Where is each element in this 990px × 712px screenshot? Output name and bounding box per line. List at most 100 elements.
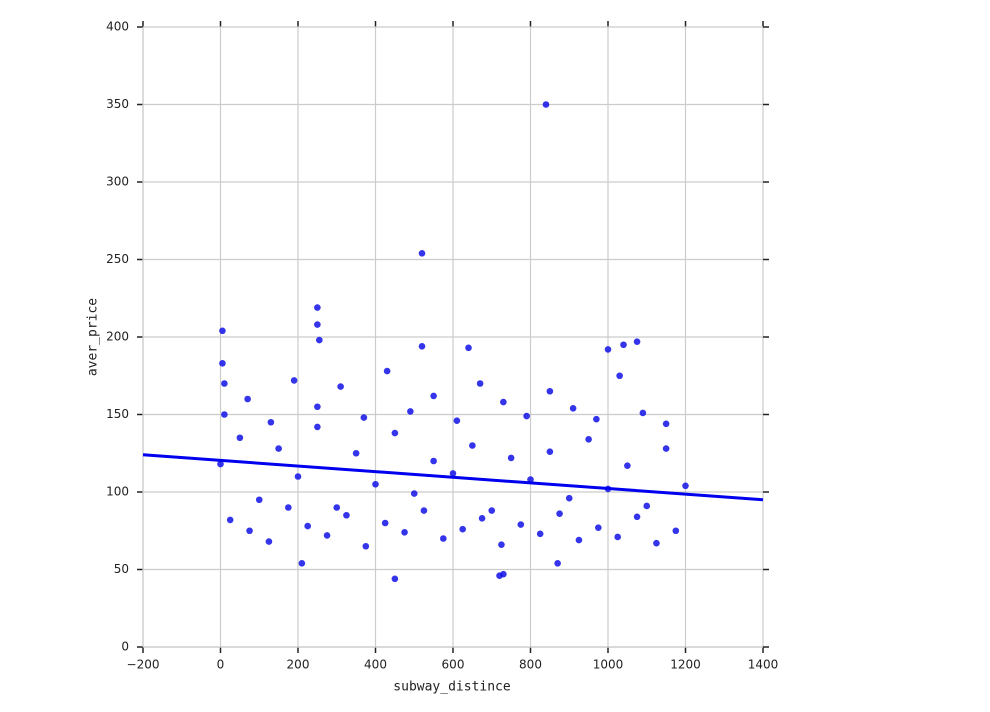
point	[352, 449, 360, 457]
point	[219, 360, 226, 367]
point	[465, 344, 472, 352]
y-tick-label: 250	[106, 252, 129, 266]
x-tick-label: 600	[442, 658, 465, 672]
point	[507, 454, 515, 462]
point	[267, 418, 275, 426]
point	[682, 482, 689, 490]
x-tick-label: 400	[364, 658, 387, 672]
point	[217, 460, 224, 468]
x-axis-label: subway_distince	[393, 680, 511, 695]
point	[498, 541, 505, 548]
point	[337, 383, 344, 390]
point	[314, 304, 321, 311]
point	[500, 398, 507, 406]
point	[372, 480, 379, 488]
point	[362, 542, 370, 550]
point	[246, 527, 253, 535]
x-tick-label: 200	[287, 658, 310, 672]
point	[556, 510, 563, 517]
x-tick-label: 1000	[593, 658, 624, 672]
point	[323, 532, 331, 539]
point	[391, 575, 399, 583]
point	[595, 524, 602, 531]
point	[219, 327, 226, 335]
point	[449, 470, 457, 477]
point	[469, 442, 476, 449]
point	[314, 403, 321, 411]
point	[653, 539, 660, 547]
regression-line	[142, 453, 764, 502]
point	[672, 527, 680, 535]
point	[285, 504, 292, 511]
point	[391, 429, 399, 437]
point	[298, 560, 306, 567]
point	[343, 511, 350, 519]
point	[290, 377, 298, 384]
point	[430, 392, 437, 400]
point	[517, 521, 525, 528]
y-tick-label: 150	[106, 407, 129, 421]
point	[614, 533, 621, 541]
point	[360, 414, 368, 421]
point	[221, 380, 228, 387]
point	[488, 507, 496, 514]
point	[616, 372, 623, 380]
point	[569, 405, 577, 412]
point	[643, 502, 651, 510]
point	[542, 101, 550, 108]
y-tick-label: 100	[106, 485, 129, 499]
point	[575, 536, 583, 544]
y-tick-label: 50	[114, 562, 129, 576]
point	[500, 570, 507, 578]
y-tick-label: 350	[106, 97, 129, 111]
point	[523, 412, 530, 420]
point	[624, 462, 631, 469]
y-axis-label: aver_price	[86, 298, 101, 376]
point	[418, 250, 426, 257]
point	[316, 336, 323, 344]
y-tick-label: 300	[106, 175, 129, 189]
point	[236, 434, 244, 442]
point	[527, 476, 534, 483]
point	[383, 367, 391, 375]
point	[304, 522, 311, 530]
point	[255, 496, 263, 504]
point	[381, 519, 389, 527]
point	[410, 490, 418, 497]
point	[265, 538, 273, 545]
point	[294, 473, 302, 480]
point	[420, 507, 428, 514]
point	[244, 395, 251, 403]
y-tick-label: 400	[106, 20, 129, 34]
point	[221, 411, 228, 418]
point	[476, 380, 484, 387]
point	[554, 560, 561, 567]
y-tick-label: 200	[106, 330, 129, 344]
point	[546, 448, 554, 456]
point	[546, 387, 554, 395]
point	[275, 445, 282, 452]
x-tick-label: −200	[127, 658, 160, 672]
point	[314, 321, 321, 328]
point	[633, 338, 641, 345]
point	[593, 415, 600, 423]
point	[226, 516, 234, 524]
point	[604, 346, 612, 353]
point	[620, 341, 627, 349]
point	[440, 535, 447, 542]
y-tick-label: 0	[121, 640, 129, 654]
point	[662, 445, 670, 452]
point	[453, 417, 461, 425]
point	[401, 529, 408, 536]
x-tick-label: 1200	[670, 658, 701, 672]
point	[633, 513, 641, 521]
point	[478, 515, 486, 522]
point	[459, 525, 466, 533]
point	[565, 494, 573, 502]
point	[536, 530, 544, 538]
point	[585, 436, 592, 443]
point	[407, 408, 414, 415]
point	[333, 504, 341, 511]
x-tick-label: 1400	[748, 658, 779, 672]
